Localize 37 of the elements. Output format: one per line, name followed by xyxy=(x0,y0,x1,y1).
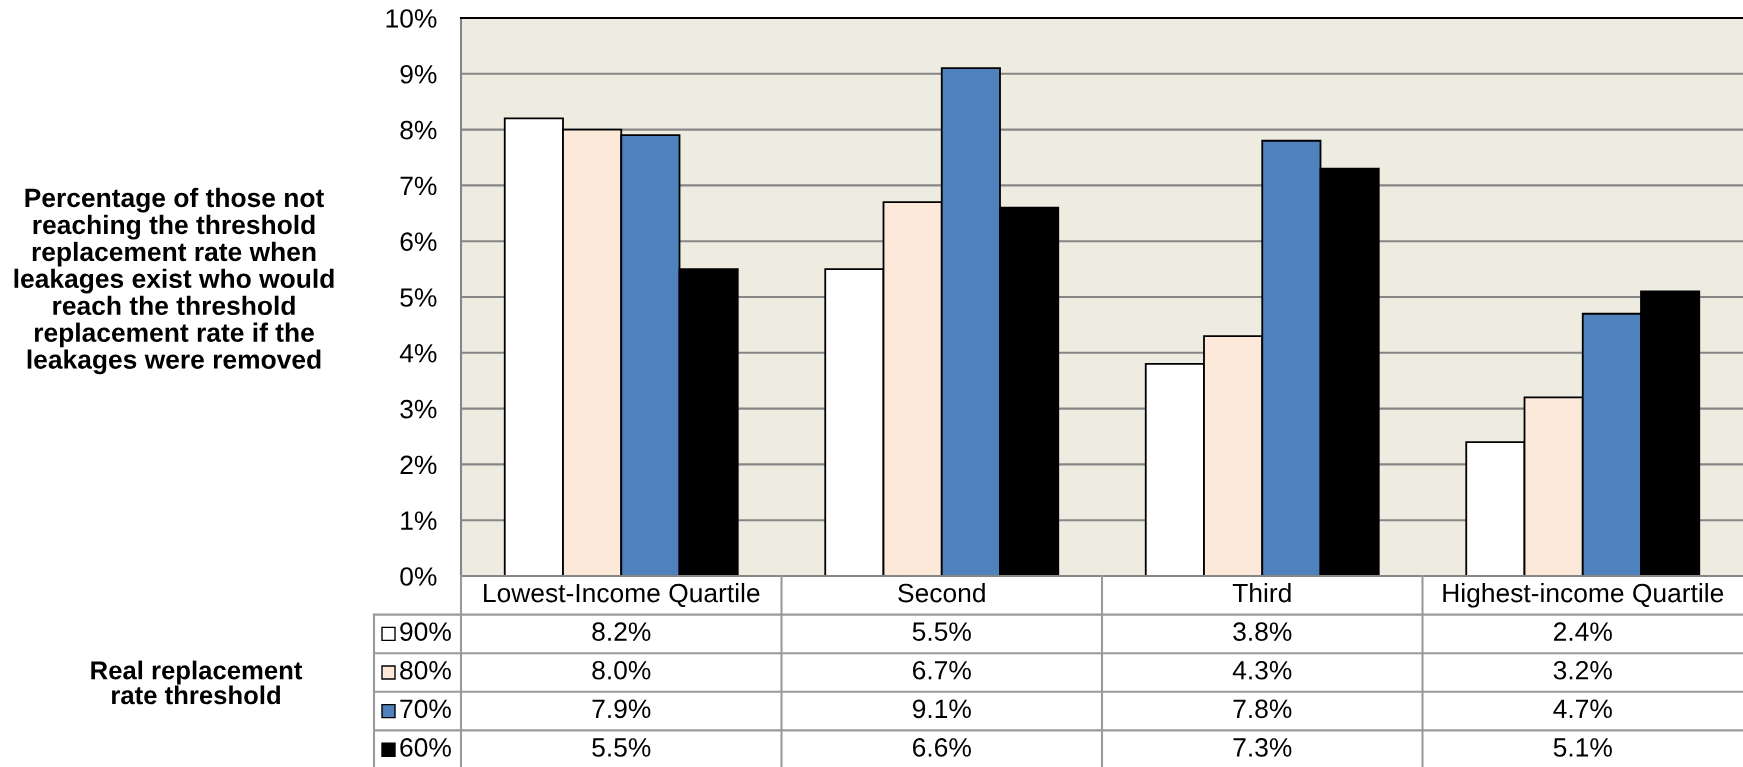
y-tick-label: 5% xyxy=(400,288,437,307)
data-label: 8.0% xyxy=(592,660,651,680)
data-label: 3.2% xyxy=(1553,660,1612,680)
x-tick-label: Third xyxy=(1232,583,1291,603)
x-tick-label: Highest-income Quartile xyxy=(1443,583,1724,608)
data-label: 6.6% xyxy=(913,738,971,757)
legend-label: 70% xyxy=(400,699,451,719)
data-label: 4.7% xyxy=(1553,699,1612,719)
y-tick-label: 10% xyxy=(386,9,437,28)
data-label: 4.3% xyxy=(1232,660,1292,680)
y-tick-label: 2% xyxy=(400,455,437,475)
data-label: 7.3% xyxy=(1233,738,1292,757)
data-label: 5.5% xyxy=(592,738,651,757)
data-label: 2.4% xyxy=(1554,622,1612,641)
y-tick-label: 8% xyxy=(400,120,437,140)
data-label: 5.1% xyxy=(1553,738,1612,757)
data-label: 7.9% xyxy=(592,699,651,719)
y-axis-title: Percentage of those not reaching the threshold replacement rate when leakages exist who would reach the threshold replacement rate if the leakages were removed xyxy=(14,187,334,375)
y-tick-label: 9% xyxy=(400,64,437,84)
data-label: 3.8% xyxy=(1233,622,1292,641)
legend-label: 90% xyxy=(400,622,451,641)
y-tick-label: 3% xyxy=(400,399,437,419)
data-label: 8.2% xyxy=(592,622,651,641)
data-label: 9.1% xyxy=(912,699,971,719)
data-label: 6.7% xyxy=(913,660,971,680)
y-tick-label: 6% xyxy=(400,232,437,252)
y-tick-label: 1% xyxy=(401,511,437,530)
x-tick-label: Lowest-Income Quartile xyxy=(484,583,760,608)
legend-label: 80% xyxy=(400,660,451,680)
y-tick-label: 0% xyxy=(400,567,437,586)
y-tick-label: 4% xyxy=(399,344,437,363)
legend-label: 60% xyxy=(400,738,451,757)
y-tick-label: 7% xyxy=(400,176,437,196)
data-label: 5.5% xyxy=(912,622,971,641)
x-tick-label: Second xyxy=(898,583,985,603)
data-label: 7.8% xyxy=(1233,699,1292,719)
legend-title: Real replacement rate threshold xyxy=(91,660,303,705)
